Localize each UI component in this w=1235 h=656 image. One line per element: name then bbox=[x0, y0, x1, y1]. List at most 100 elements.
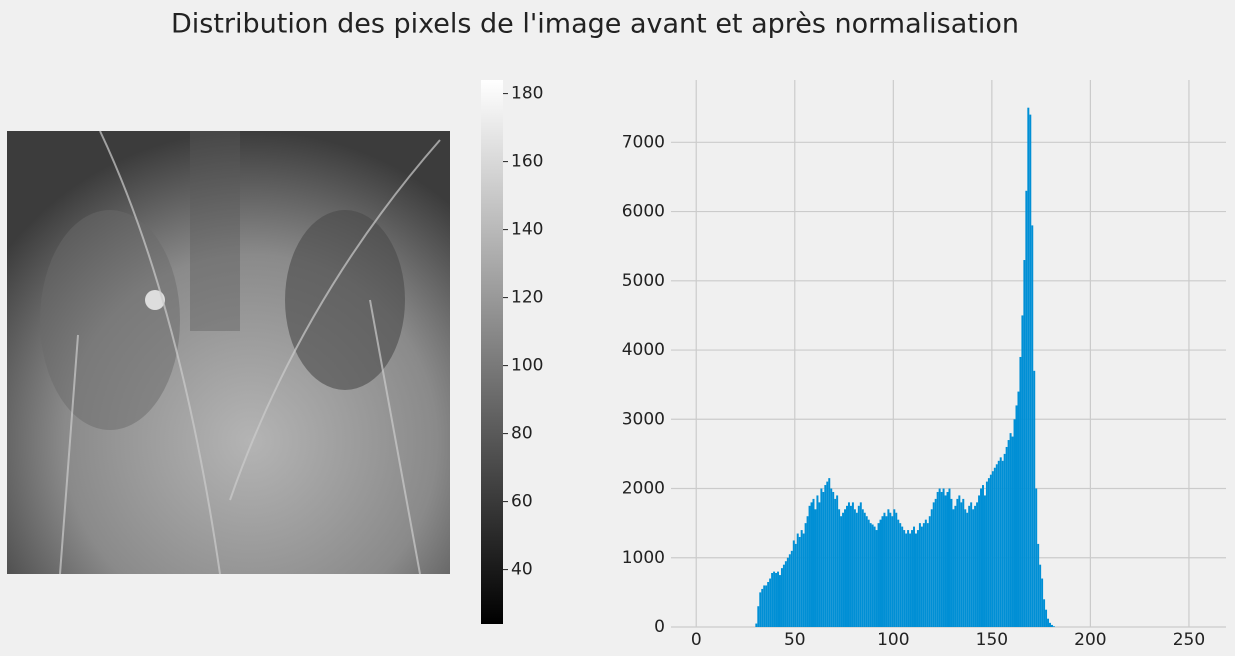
histogram-bar bbox=[907, 530, 910, 627]
y-tick-label: 5000 bbox=[622, 271, 665, 291]
histogram-bar bbox=[924, 519, 927, 627]
colorbar bbox=[481, 80, 503, 624]
histogram-bar bbox=[942, 488, 945, 627]
histogram-bar bbox=[983, 495, 986, 627]
histogram-bar bbox=[867, 519, 870, 627]
histogram-bar bbox=[853, 509, 856, 627]
histogram-bar bbox=[1050, 624, 1053, 627]
histogram-bar bbox=[869, 523, 872, 627]
histogram-bar bbox=[974, 505, 977, 627]
histogram-bar bbox=[881, 516, 884, 627]
histogram-bar bbox=[926, 523, 929, 627]
histogram-bar bbox=[834, 498, 837, 627]
histogram-bar bbox=[832, 491, 835, 627]
histogram-bar bbox=[784, 561, 787, 627]
y-tick-label: 6000 bbox=[622, 202, 665, 222]
histogram-bar bbox=[816, 495, 819, 627]
histogram-bar bbox=[980, 488, 983, 627]
histogram-bar bbox=[930, 509, 933, 627]
histogram-bar bbox=[796, 533, 799, 627]
histogram-bar bbox=[826, 481, 829, 627]
histogram-bar bbox=[773, 571, 776, 627]
histogram-bar bbox=[972, 509, 975, 627]
histogram-bar bbox=[911, 530, 914, 627]
histogram-bar bbox=[879, 519, 882, 627]
histogram-bar bbox=[1031, 225, 1034, 627]
histogram-bar bbox=[828, 478, 831, 627]
histogram-bar bbox=[1052, 626, 1055, 627]
histogram-bar bbox=[798, 536, 801, 627]
histogram-bar bbox=[842, 512, 845, 627]
histogram-bar bbox=[1005, 446, 1008, 627]
histogram-bar bbox=[786, 557, 789, 627]
histogram-bar bbox=[847, 502, 850, 627]
histogram-bar bbox=[885, 516, 888, 627]
histogram-bar bbox=[769, 578, 772, 627]
histogram-bar bbox=[755, 623, 758, 627]
histogram-bar bbox=[999, 457, 1002, 627]
histogram-bar bbox=[820, 488, 823, 627]
histogram-bar bbox=[932, 502, 935, 627]
histogram-bar bbox=[893, 509, 896, 627]
colorbar-tick-label: 80 bbox=[511, 424, 533, 444]
histogram-bar bbox=[763, 585, 766, 627]
histogram-bar bbox=[861, 509, 864, 627]
histogram-bar bbox=[818, 502, 821, 627]
x-tick-label: 0 bbox=[691, 630, 702, 650]
histogram-bar bbox=[1025, 190, 1028, 628]
histogram-bar bbox=[891, 516, 894, 627]
histogram-bar bbox=[1017, 391, 1020, 627]
histogram-bar bbox=[808, 505, 811, 627]
histogram-bar bbox=[913, 526, 915, 627]
histogram-bar bbox=[909, 533, 912, 627]
histogram-bar bbox=[812, 498, 815, 627]
histogram-bar bbox=[1047, 618, 1050, 627]
histogram-bar bbox=[849, 505, 852, 627]
histogram-bar bbox=[958, 495, 961, 627]
histogram-bar bbox=[938, 488, 941, 627]
histogram-bar bbox=[920, 526, 923, 627]
histogram-bar bbox=[982, 485, 984, 627]
histogram-bar bbox=[966, 512, 969, 627]
histogram-bar bbox=[968, 505, 971, 627]
x-tick-label: 50 bbox=[784, 630, 806, 650]
histogram-bar bbox=[970, 502, 973, 627]
histogram-bar bbox=[889, 512, 892, 627]
histogram-bar bbox=[875, 530, 878, 627]
histogram-bar bbox=[806, 516, 809, 627]
histogram-bar bbox=[1037, 543, 1040, 627]
colorbar-tick-label: 60 bbox=[511, 492, 533, 512]
x-tick-label: 100 bbox=[877, 630, 909, 650]
histogram-bar bbox=[960, 502, 963, 627]
histogram-bar bbox=[802, 533, 805, 627]
histogram-bar bbox=[1011, 436, 1014, 627]
histogram-bar bbox=[757, 606, 760, 627]
histogram-bar bbox=[857, 505, 860, 627]
colorbar-tick-label: 40 bbox=[511, 560, 533, 580]
histogram-bar bbox=[855, 512, 858, 627]
y-tick-label: 0 bbox=[654, 617, 665, 637]
histogram-bar bbox=[916, 530, 919, 627]
histogram-bar bbox=[779, 575, 781, 627]
histogram-bar bbox=[840, 516, 843, 627]
histogram-bar bbox=[987, 478, 990, 627]
histogram-bar bbox=[1009, 433, 1012, 627]
histogram-bar bbox=[1049, 622, 1051, 627]
histogram-bar bbox=[964, 509, 967, 627]
histogram-bar bbox=[985, 481, 988, 627]
histogram-bar bbox=[905, 533, 908, 627]
histogram-bar bbox=[899, 523, 902, 627]
histogram-bar bbox=[944, 495, 947, 627]
histogram-bar bbox=[976, 502, 979, 627]
histogram-bar bbox=[804, 523, 807, 627]
histogram-bar bbox=[952, 509, 955, 627]
histogram-bar bbox=[922, 523, 925, 627]
y-tick-label: 1000 bbox=[622, 548, 665, 568]
histogram-bar bbox=[914, 533, 917, 627]
histogram-bar bbox=[777, 571, 780, 627]
y-tick-label: 3000 bbox=[622, 409, 665, 429]
histogram-bar bbox=[844, 509, 847, 627]
histogram-bar bbox=[897, 519, 900, 627]
histogram-bar bbox=[790, 550, 793, 627]
